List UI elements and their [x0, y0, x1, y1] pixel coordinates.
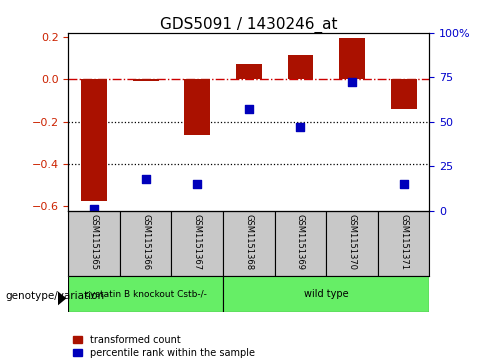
Bar	[223, 276, 429, 312]
Text: GSM1151368: GSM1151368	[244, 214, 253, 270]
Bar	[391, 79, 417, 109]
Bar	[184, 79, 210, 135]
Point	[90, 206, 98, 212]
Bar	[326, 211, 378, 276]
Point	[348, 79, 356, 85]
Bar	[171, 211, 223, 276]
Point	[193, 181, 201, 187]
Bar	[287, 55, 313, 79]
Text: wild type: wild type	[304, 289, 348, 299]
Bar	[275, 211, 326, 276]
Bar	[68, 276, 223, 312]
Bar	[68, 211, 120, 276]
Text: GSM1151365: GSM1151365	[90, 214, 99, 270]
Bar	[120, 211, 171, 276]
Legend: transformed count, percentile rank within the sample: transformed count, percentile rank withi…	[73, 335, 255, 358]
Title: GDS5091 / 1430246_at: GDS5091 / 1430246_at	[160, 16, 338, 33]
Point	[245, 106, 253, 112]
Text: cystatin B knockout Cstb-/-: cystatin B knockout Cstb-/-	[85, 290, 206, 298]
Bar	[81, 79, 107, 201]
Text: GSM1151369: GSM1151369	[296, 214, 305, 270]
Text: genotype/variation: genotype/variation	[5, 291, 104, 301]
Text: GSM1151371: GSM1151371	[399, 214, 408, 270]
Text: GSM1151366: GSM1151366	[141, 214, 150, 270]
Bar	[223, 211, 275, 276]
Polygon shape	[58, 291, 66, 306]
Text: GSM1151367: GSM1151367	[193, 214, 202, 270]
Text: GSM1151370: GSM1151370	[347, 214, 357, 270]
Bar	[133, 79, 159, 81]
Point	[297, 124, 305, 130]
Point	[142, 176, 150, 182]
Point	[400, 181, 407, 187]
Bar	[339, 38, 365, 79]
Bar	[236, 65, 262, 79]
Bar	[378, 211, 429, 276]
